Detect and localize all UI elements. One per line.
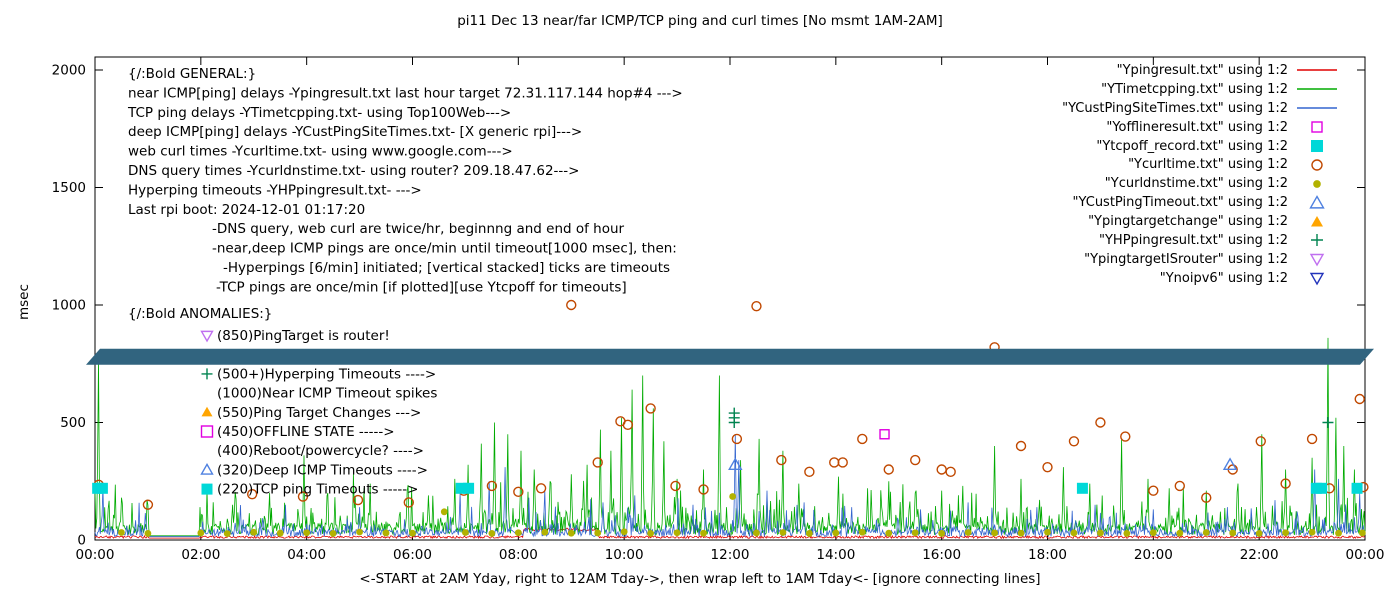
note-line: -TCP pings are once/min [if plotted][use…	[216, 279, 627, 295]
legend-label: "YpingtargetISrouter" using 1:2	[1084, 251, 1288, 267]
legend-symbol-line	[1294, 62, 1340, 78]
x-tick-label: 08:00	[499, 547, 538, 563]
legend-label: "YHPpingresult.txt" using 1:2	[1099, 232, 1288, 248]
y-tick-label: 0	[77, 533, 86, 549]
series-line-Ypingresult	[94, 527, 1366, 540]
x-tick-label: 14:00	[816, 547, 855, 563]
legend-label: "Ypingresult.txt" using 1:2	[1116, 62, 1288, 78]
x-tick-label: 18:00	[1028, 547, 1067, 563]
note-line: {/:Bold GENERAL:}	[128, 66, 256, 82]
y-tick-label: 500	[60, 415, 86, 431]
legend-item: "YpingtargetISrouter" using 1:2	[1062, 250, 1340, 269]
legend-symbol-line	[1294, 81, 1340, 97]
legend-label: "YCustPingSiteTimes.txt" using 1:2	[1062, 100, 1288, 116]
legend-symbol-triangle-down-open	[1294, 251, 1340, 267]
anomaly-line: (320)Deep ICMP Timeouts ---->	[217, 462, 428, 478]
note-line: Hyperping timeouts -YHPpingresult.txt- -…	[128, 182, 422, 198]
x-tick-label: 16:00	[922, 547, 961, 563]
legend-symbol-line	[1294, 100, 1340, 116]
anomalies-header: {/:Bold ANOMALIES:}	[128, 306, 272, 322]
legend-label: "Ynoipv6" using 1:2	[1159, 270, 1288, 286]
legend-symbol-square-filled	[1294, 138, 1340, 154]
x-tick-label: 10:00	[605, 547, 644, 563]
legend-label: "Ytcpoff_record.txt" using 1:2	[1096, 138, 1288, 154]
legend-label: "Ypingtargetchange" using 1:2	[1088, 214, 1288, 230]
scatter-Ycurltime	[93, 299, 1369, 510]
anomalies-notes: {/:Bold ANOMALIES:} (850)PingTarget is ro…	[128, 306, 437, 498]
x-tick-label: 12:00	[711, 547, 750, 563]
legend-symbol-square-open	[1294, 119, 1340, 135]
legend-item: "Ytcpoff_record.txt" using 1:2	[1062, 137, 1340, 156]
note-line: DNS query times -Ycurldnstime.txt- using…	[128, 163, 579, 179]
legend-symbol-circle-filled	[1294, 176, 1340, 192]
legend-item: "Ypingresult.txt" using 1:2	[1062, 61, 1340, 80]
scatter-Yofflineresult	[879, 429, 890, 440]
legend-label: "YTimetcpping.txt" using 1:2	[1101, 81, 1288, 97]
note-line: deep ICMP[ping] delays -YCustPingSiteTim…	[128, 124, 582, 140]
scatter-YCustPingTimeout	[728, 457, 1238, 470]
legend-symbol-triangle-down-open	[1294, 270, 1340, 286]
legend-item: "Yofflineresult.txt" using 1:2	[1062, 118, 1340, 137]
scatter-Ytcpoff_record	[92, 482, 1363, 494]
x-tick-label: 00:00	[76, 547, 115, 563]
scatter-YHPpingresult	[728, 407, 1334, 428]
legend-label: "Yofflineresult.txt" using 1:2	[1106, 119, 1288, 135]
legend-item: "Ypingtargetchange" using 1:2	[1062, 212, 1340, 231]
legend-item: "YCustPingTimeout.txt" using 1:2	[1062, 193, 1340, 212]
x-tick-label: 02:00	[181, 547, 220, 563]
x-tick-label: 00:00	[1346, 547, 1385, 563]
x-tick-label: 06:00	[393, 547, 432, 563]
legend-item: "YTimetcpping.txt" using 1:2	[1062, 80, 1340, 99]
note-line: Last rpi boot: 2024-12-01 01:17:20	[128, 202, 365, 218]
note-line: TCP ping delays -YTimetcpping.txt- using…	[127, 105, 511, 121]
anomaly-line: (550)Ping Target Changes --->	[217, 405, 421, 421]
anomaly-line: (1000)Near ICMP Timeout spikes	[217, 386, 437, 402]
anomaly-line: (400)Reboot/powercycle? ---->	[217, 443, 424, 459]
note-line: -DNS query, web curl are twice/hr, begin…	[212, 221, 625, 237]
legend-symbol-circle-open	[1294, 157, 1340, 173]
legend-item: "YCustPingSiteTimes.txt" using 1:2	[1062, 99, 1340, 118]
legend-label: "YCustPingTimeout.txt" using 1:2	[1072, 195, 1288, 211]
y-tick-label: 1500	[52, 180, 86, 196]
legend-symbol-triangle-filled	[1294, 214, 1340, 230]
y-tick-label: 2000	[52, 63, 86, 79]
x-axis-label: <-START at 2AM Yday, right to 12AM Tday-…	[359, 571, 1041, 587]
series-line-YCustPingSiteTimes	[94, 434, 1366, 539]
x-tick-label: 22:00	[1240, 547, 1279, 563]
legend-label: "Ycurldnstime.txt" using 1:2	[1104, 176, 1288, 192]
plot-frame	[94, 56, 1366, 541]
note-line: web curl times -Ycurltime.txt- using www…	[128, 144, 513, 160]
legend-symbol-triangle-open	[1294, 194, 1340, 211]
general-notes: {/:Bold GENERAL:} near ICMP[ping] delays …	[127, 66, 683, 295]
legend-item: "Ynoipv6" using 1:2	[1062, 269, 1340, 288]
legend-item: "YHPpingresult.txt" using 1:2	[1062, 231, 1340, 250]
anomaly-line: (500+)Hyperping Timeouts ---->	[217, 366, 436, 382]
legend-item: "Ycurldnstime.txt" using 1:2	[1062, 174, 1340, 193]
note-line: -near,deep ICMP pings are once/min until…	[212, 241, 677, 257]
anomaly-line: (220)TCP ping Timeouts ----->	[217, 482, 419, 498]
anomaly-line: (450)OFFLINE STATE ----->	[217, 424, 395, 440]
note-line: -Hyperpings [6/min] initiated; [vertical…	[223, 260, 670, 276]
chart-title: pi11 Dec 13 near/far ICMP/TCP ping and c…	[457, 13, 943, 29]
legend-label: "Ycurltime.txt" using 1:2	[1128, 157, 1288, 173]
anomaly-line: (850)PingTarget is router!	[217, 328, 390, 344]
legend-symbol-plus	[1294, 232, 1340, 248]
noipv6-band	[86, 348, 1374, 365]
y-tick-label: 1000	[52, 298, 86, 314]
legend: "Ypingresult.txt" using 1:2 "YTimetcpping…	[1062, 61, 1340, 288]
x-tick-label: 20:00	[1134, 547, 1173, 563]
scatter-Ycurldnstime	[118, 493, 1366, 538]
x-tick-label: 04:00	[287, 547, 326, 563]
note-line: near ICMP[ping] delays -Ypingresult.txt …	[128, 85, 683, 101]
legend-item: "Ycurltime.txt" using 1:2	[1062, 155, 1340, 174]
